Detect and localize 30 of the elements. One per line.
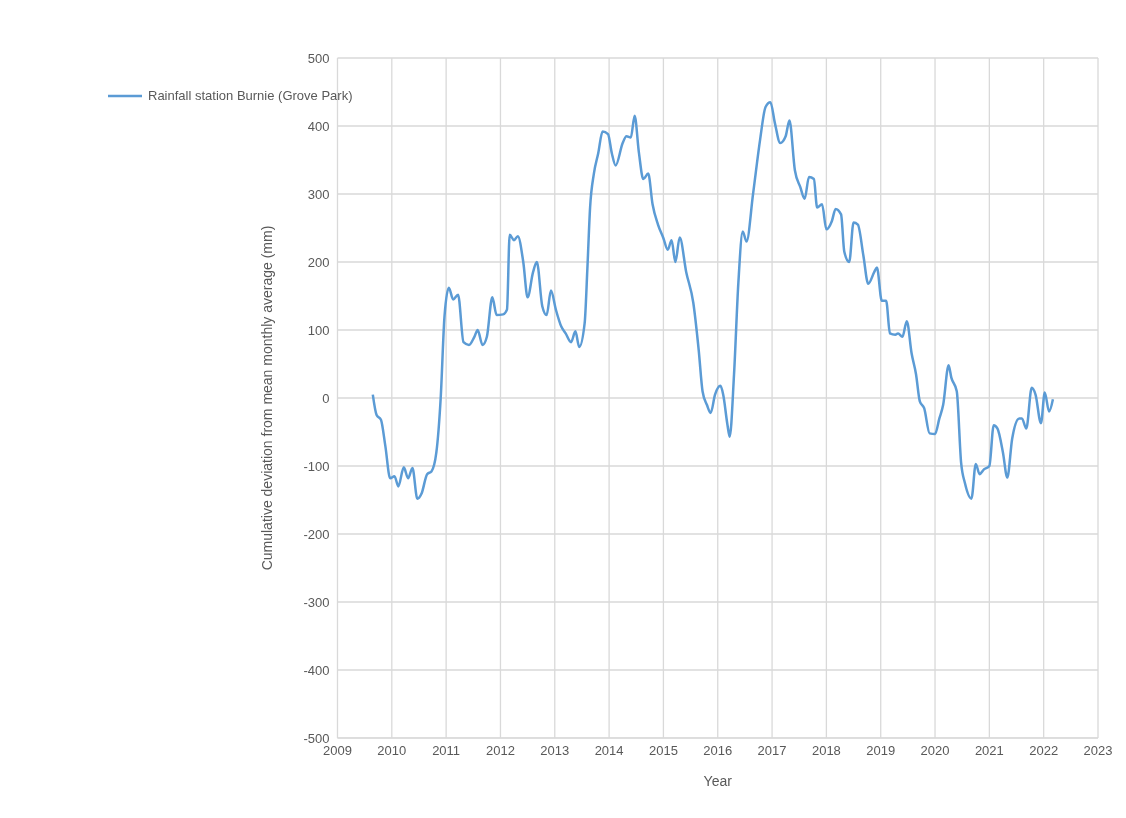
- y-tick-label: -100: [303, 458, 330, 474]
- x-tick-label: 2015: [648, 743, 678, 759]
- y-tick-label: 0: [322, 390, 330, 406]
- x-axis-title: Year: [703, 773, 733, 789]
- x-tick-label: 2023: [1083, 743, 1113, 759]
- y-tick-label: 500: [307, 50, 330, 66]
- y-axis-title: Cumulative deviation from mean monthly average (mm): [259, 225, 276, 571]
- y-tick-label: -200: [303, 526, 330, 542]
- y-tick-label: -400: [303, 662, 330, 678]
- x-tick-label: 2011: [432, 743, 461, 759]
- y-tick-label: 100: [307, 322, 330, 338]
- x-tick-label: 2019: [866, 743, 896, 759]
- x-tick-label: 2017: [757, 743, 787, 759]
- x-tick-label: 2020: [920, 743, 950, 759]
- x-tick-label: 2022: [1029, 743, 1059, 759]
- y-tick-label: -300: [303, 594, 330, 610]
- x-tick-label: 2010: [377, 743, 407, 759]
- y-tick-label: -500: [303, 730, 330, 746]
- x-tick-label: 2009: [323, 743, 352, 759]
- y-tick-label: 300: [307, 186, 330, 202]
- x-tick-label: 2016: [703, 743, 733, 759]
- legend-label: Rainfall station Burnie (Grove Park): [148, 88, 353, 103]
- x-tick-label: 2021: [974, 743, 1004, 759]
- x-tick-label: 2012: [485, 743, 515, 759]
- x-tick-label: 2013: [540, 743, 570, 759]
- line-series: [371, 100, 1055, 500]
- x-tick-label: 2018: [811, 743, 841, 759]
- y-tick-label: 400: [307, 118, 330, 134]
- y-tick-label: 200: [307, 254, 330, 270]
- x-tick-label: 2014: [594, 743, 624, 759]
